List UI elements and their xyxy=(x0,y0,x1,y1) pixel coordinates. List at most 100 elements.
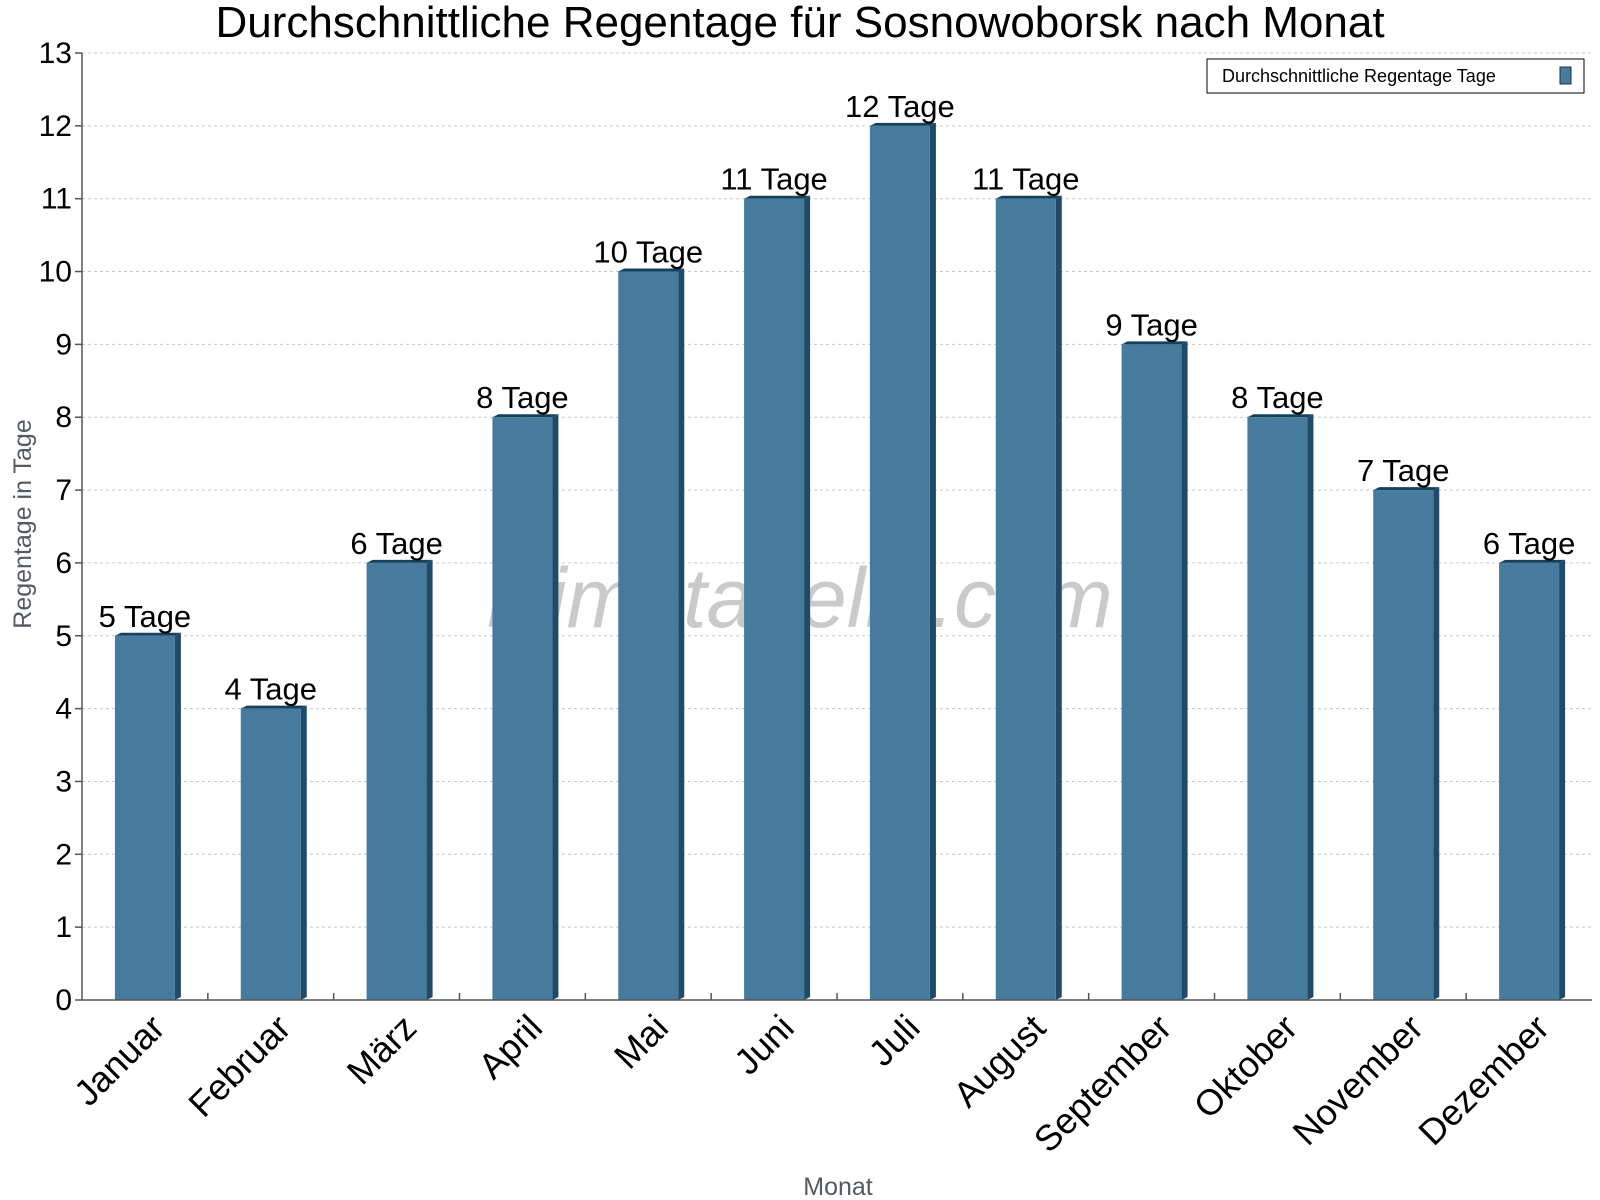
bar-group xyxy=(869,122,936,1001)
grid-lines xyxy=(82,52,1592,928)
bar-top xyxy=(240,705,307,709)
y-tick-label: 7 xyxy=(55,474,72,507)
bar-side xyxy=(1055,195,1062,1000)
bars xyxy=(114,122,1566,1001)
bar-group xyxy=(114,632,181,1000)
bar-group xyxy=(492,414,559,1000)
x-tick-label: März xyxy=(339,1007,425,1093)
bar-top xyxy=(744,195,811,199)
data-label: 9 Tage xyxy=(1105,307,1198,342)
data-label: 4 Tage xyxy=(224,672,317,707)
x-tick-label: Juni xyxy=(726,1007,802,1083)
bar-top xyxy=(1247,414,1314,418)
data-labels: 5 Tage 4 Tage 6 Tage 8 Tage 10 Tage 11 Tage 12… xyxy=(99,89,1576,707)
x-tick-label: April xyxy=(470,1007,550,1087)
y-tick-label: 8 xyxy=(55,401,72,434)
data-label: 11 Tage xyxy=(972,162,1079,197)
x-tick-label: Mai xyxy=(606,1007,676,1077)
y-tick-label: 11 xyxy=(41,183,72,216)
bar-top xyxy=(618,268,685,272)
data-label: 6 Tage xyxy=(1483,526,1576,561)
bar-group xyxy=(744,195,811,1000)
bar-top xyxy=(366,559,433,563)
x-axis-title: Monat xyxy=(803,1173,873,1200)
bar-group xyxy=(1121,341,1188,1000)
bar-side xyxy=(552,414,559,1000)
bar xyxy=(1247,417,1308,1000)
x-tick-label: August xyxy=(945,1007,1053,1115)
legend: Durchschnittliche Regentage Tage xyxy=(1206,58,1585,94)
y-tick-label: 0 xyxy=(55,984,72,1017)
bar-side xyxy=(1559,559,1566,1000)
data-label: 8 Tage xyxy=(476,380,569,415)
bar-group xyxy=(366,559,433,1000)
bar-group xyxy=(1373,487,1440,1001)
bar-group xyxy=(240,705,307,1000)
bar-group xyxy=(995,195,1062,1000)
bar-side xyxy=(426,559,433,1000)
bar-top xyxy=(869,122,936,126)
bar-side xyxy=(174,632,181,1000)
bar xyxy=(366,562,427,1000)
x-tick-label: November xyxy=(1284,1007,1430,1153)
legend-label: Durchschnittliche Regentage Tage xyxy=(1222,66,1496,86)
bar-side xyxy=(1433,487,1440,1001)
bar xyxy=(492,417,553,1000)
x-tick-label: September xyxy=(1026,1007,1180,1161)
bar xyxy=(1121,344,1182,1000)
y-tick-label: 2 xyxy=(55,838,72,871)
y-tick-label: 10 xyxy=(39,256,72,289)
y-tick-label: 9 xyxy=(55,328,72,361)
axes xyxy=(81,53,1592,1001)
x-tick-label: Dezember xyxy=(1410,1007,1556,1153)
bar-top xyxy=(1499,559,1566,563)
y-tick-label: 5 xyxy=(55,620,72,653)
x-tick-label: Oktober xyxy=(1186,1007,1306,1127)
bar xyxy=(744,198,805,1000)
y-tick-label: 4 xyxy=(55,693,72,726)
data-label: 12 Tage xyxy=(845,89,955,124)
bar xyxy=(114,635,175,1000)
bar-side xyxy=(804,195,811,1000)
bar-group xyxy=(1247,414,1314,1000)
bar-group xyxy=(1499,559,1566,1000)
bar-side xyxy=(300,705,307,1000)
bar xyxy=(995,198,1056,1000)
bar xyxy=(618,271,679,1000)
bar-top xyxy=(114,632,181,636)
chart-title: Durchschnittliche Regentage für Sosnowob… xyxy=(215,0,1384,47)
y-tick-label: 12 xyxy=(39,110,72,143)
y-tick-label: 13 xyxy=(39,37,72,70)
bar xyxy=(240,708,301,1000)
bar-side xyxy=(678,268,685,1000)
data-label: 5 Tage xyxy=(99,599,192,634)
bar-group xyxy=(618,268,685,1000)
y-tick-label: 6 xyxy=(55,547,72,580)
x-axis-labels: Januar Februar März April Mai Juni Juli AugustS… xyxy=(66,1007,1557,1161)
data-label: 6 Tage xyxy=(350,526,443,561)
x-tick-label: Februar xyxy=(180,1007,298,1125)
x-tick-label: Juli xyxy=(860,1007,927,1074)
bar-side xyxy=(1307,414,1314,1000)
bar-top xyxy=(1373,487,1440,491)
data-label: 10 Tage xyxy=(593,235,703,270)
bar-top xyxy=(995,195,1062,199)
y-tick-label: 3 xyxy=(55,765,72,798)
bar-side xyxy=(1181,341,1188,1000)
bar xyxy=(1373,490,1434,1000)
y-axis-title: Regentage in Tage xyxy=(9,419,37,628)
bar-top xyxy=(492,414,559,418)
bar-side xyxy=(929,122,936,1001)
y-tick-label: 1 xyxy=(55,911,72,944)
legend-swatch xyxy=(1559,66,1572,85)
legend-box xyxy=(1206,58,1585,94)
bar-top xyxy=(1121,341,1188,345)
data-label: 11 Tage xyxy=(720,162,827,197)
data-label: 7 Tage xyxy=(1357,453,1450,488)
data-label: 8 Tage xyxy=(1231,380,1324,415)
bar xyxy=(1499,562,1560,1000)
x-tick-label: Januar xyxy=(66,1007,173,1114)
bar xyxy=(869,125,930,1001)
